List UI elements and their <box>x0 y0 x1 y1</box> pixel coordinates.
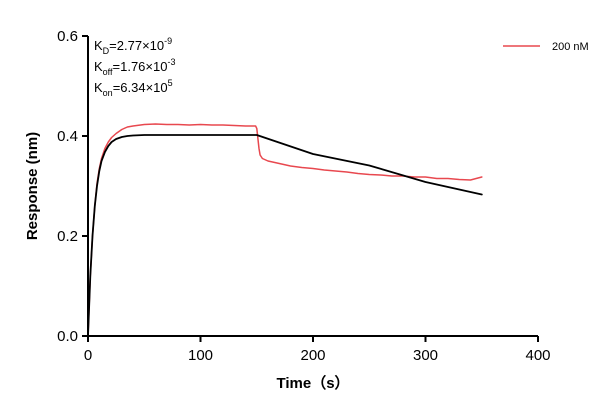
axes: 0 100 200 300 400 0.0 0.2 0.4 0.6 <box>57 28 550 364</box>
kinetic-constant-label: Kon=6.34×105 <box>94 78 173 98</box>
x-tick-label: 0 <box>84 347 92 364</box>
series-line-200-nM <box>87 123 483 337</box>
fit-curve-line <box>87 134 483 337</box>
y-axis-title: Response (nm) <box>24 132 41 240</box>
y-tick-label: 0.2 <box>57 228 78 245</box>
x-tick-label: 200 <box>300 347 325 364</box>
kinetic-constant-label: KD=2.77×10-9 <box>94 36 172 56</box>
series-layer <box>87 123 483 337</box>
x-tick-label: 100 <box>188 347 213 364</box>
x-tick-label: 300 <box>413 347 438 364</box>
y-tick-label: 0.0 <box>57 328 78 345</box>
y-tick-label: 0.6 <box>57 28 78 45</box>
x-tick-label: 400 <box>525 347 550 364</box>
x-axis-title: Time（s） <box>276 374 349 392</box>
legend-label: 200 nM <box>552 41 589 53</box>
y-tick-label: 0.4 <box>57 128 78 145</box>
kinetic-constant-label: Koff=1.76×10-3 <box>94 57 175 77</box>
legend: 200 nM <box>503 41 589 53</box>
